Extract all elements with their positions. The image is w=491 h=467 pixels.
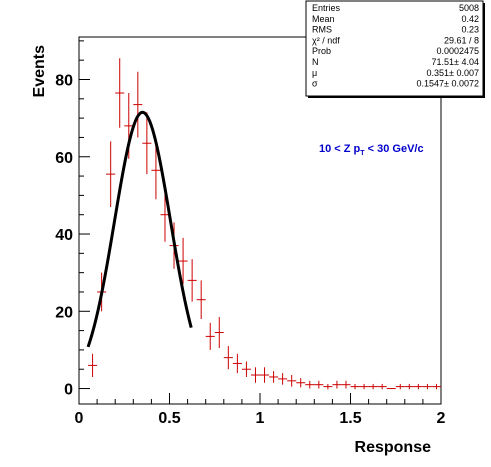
histogram-point	[359, 383, 369, 390]
y-tick-label: 60	[55, 150, 73, 167]
stats-label: χ² / ndf	[312, 35, 340, 45]
x-tick-label: 0.5	[158, 410, 180, 427]
histogram-point	[350, 383, 360, 390]
histogram-point	[332, 380, 342, 389]
histogram-point	[395, 383, 405, 390]
histogram-point	[88, 353, 98, 377]
histogram-point	[278, 373, 288, 385]
stats-value: 0.42	[461, 14, 479, 24]
histogram-point	[404, 383, 414, 390]
histogram-point	[151, 141, 161, 200]
histogram-point	[205, 322, 215, 350]
histogram-point	[232, 353, 242, 374]
stats-label: RMS	[312, 25, 332, 35]
stats-label: N	[312, 57, 319, 67]
annotation-text: 10 < Z pT < 30 GeV/c	[319, 143, 424, 157]
histogram-point	[178, 237, 188, 285]
stats-value: 71.51± 4.04	[432, 57, 479, 67]
y-tick-label: 80	[55, 72, 73, 89]
stats-value: 0.23	[461, 25, 479, 35]
histogram-point	[314, 380, 324, 389]
histogram-point	[269, 371, 279, 383]
stats-box-border	[305, 0, 484, 97]
stats-label: Mean	[312, 14, 335, 24]
stats-label: Prob	[312, 46, 331, 56]
stats-value: 29.61 / 8	[444, 35, 479, 45]
histogram-point	[187, 259, 197, 302]
histogram-point	[133, 71, 143, 138]
histogram-point	[368, 383, 378, 390]
stats-value: 0.0002475	[436, 46, 479, 56]
y-tick-label: 20	[55, 304, 73, 321]
histogram-points	[88, 58, 441, 390]
histogram-point	[305, 380, 315, 389]
histogram-point	[115, 58, 125, 128]
histogram-point	[106, 141, 116, 207]
histogram-point	[214, 317, 224, 348]
histogram-point	[296, 378, 306, 388]
axis-ticks	[78, 40, 442, 404]
histogram-point	[377, 383, 387, 390]
x-tick-label: 2	[437, 410, 446, 427]
histogram-point	[431, 383, 441, 390]
x-tick-label: 0	[75, 410, 84, 427]
y-axis-title: Events	[31, 45, 48, 98]
stats-value: 0.351± 0.007	[427, 68, 479, 78]
histogram-point	[196, 280, 206, 320]
fit-curve	[86, 110, 193, 348]
histogram-point	[250, 367, 260, 383]
gaussian-fit	[86, 110, 193, 348]
x-tick-label: 1.5	[339, 410, 361, 427]
x-axis-title: Response	[355, 439, 432, 456]
histogram-point	[413, 383, 423, 390]
histogram-point	[223, 346, 233, 370]
stats-value: 5008	[459, 3, 479, 13]
histogram-point	[341, 380, 351, 389]
histogram-point	[287, 375, 297, 387]
stats-box: Entries 5008 Mean 0.42 RMS 0.23 χ² / ndf 29.61 …	[305, 0, 485, 98]
y-tick-label: 40	[55, 227, 73, 244]
histogram-point	[422, 383, 432, 390]
histogram-point	[260, 367, 270, 383]
y-tick-label: 0	[64, 382, 73, 399]
pt-range-annotation: 10 < Z pT < 30 GeV/c	[319, 143, 424, 157]
x-tick-label: 1	[256, 410, 265, 427]
stats-label: Entries	[312, 3, 341, 13]
stats-label: σ	[312, 79, 318, 89]
histogram-point	[323, 383, 333, 390]
stats-value: 0.1547± 0.0072	[417, 79, 480, 89]
stats-label: μ	[312, 68, 317, 78]
histogram-point	[142, 112, 152, 175]
histogram-point	[241, 361, 251, 377]
